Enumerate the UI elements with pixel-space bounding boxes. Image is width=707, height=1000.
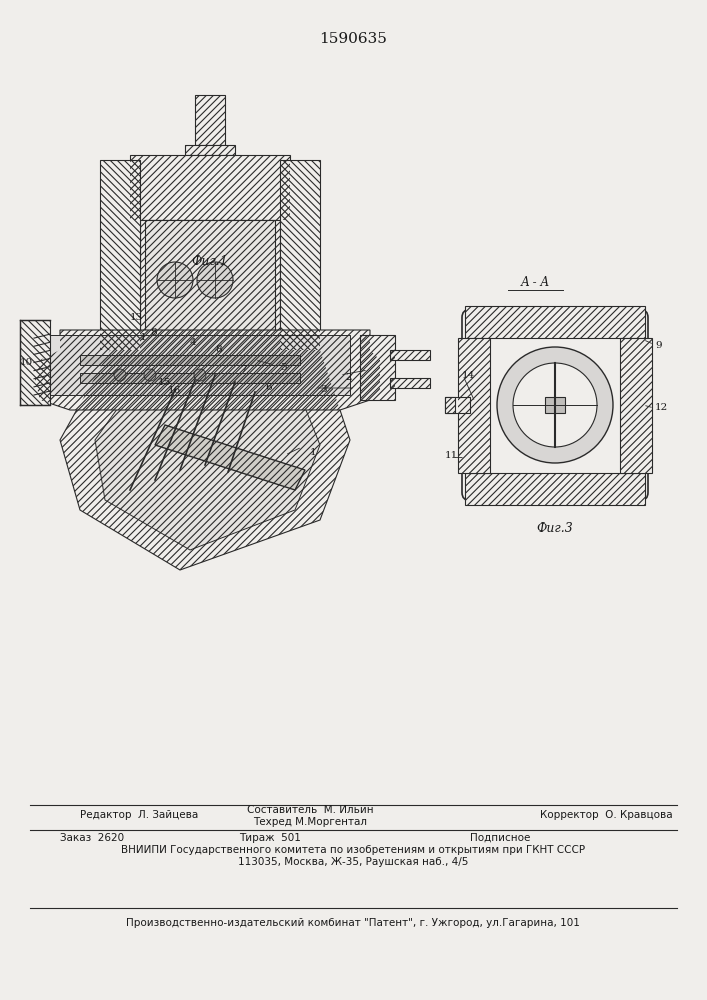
- Text: 14: 14: [462, 370, 475, 379]
- Polygon shape: [155, 425, 305, 490]
- Text: 113035, Москва, Ж-35, Раушская наб., 4/5: 113035, Москва, Ж-35, Раушская наб., 4/5: [238, 857, 468, 867]
- Text: 1590635: 1590635: [319, 32, 387, 46]
- Text: 5: 5: [280, 363, 286, 372]
- Bar: [145, 220, 275, 340]
- Circle shape: [513, 363, 597, 447]
- Text: Корректор  О. Кравцова: Корректор О. Кравцова: [540, 810, 672, 820]
- Polygon shape: [95, 370, 320, 550]
- Polygon shape: [195, 95, 225, 145]
- Circle shape: [114, 369, 126, 381]
- Text: 9: 9: [655, 340, 662, 350]
- Polygon shape: [390, 350, 430, 360]
- Polygon shape: [360, 335, 395, 400]
- Text: 8: 8: [215, 345, 221, 354]
- Bar: [50, 335, 350, 395]
- Bar: [445, 397, 470, 413]
- Circle shape: [194, 369, 206, 381]
- Polygon shape: [20, 320, 50, 405]
- Text: Техред М.Моргентал: Техред М.Моргентал: [253, 817, 367, 827]
- Polygon shape: [390, 378, 430, 388]
- Bar: [80, 373, 300, 383]
- Text: 6: 6: [265, 383, 271, 392]
- Text: 12: 12: [655, 403, 668, 412]
- Polygon shape: [458, 338, 490, 473]
- Circle shape: [197, 262, 233, 298]
- Text: 1: 1: [140, 333, 146, 342]
- Polygon shape: [140, 220, 280, 350]
- Circle shape: [157, 262, 193, 298]
- Text: 4: 4: [190, 338, 197, 347]
- Text: 8: 8: [150, 328, 157, 337]
- Text: ВНИИПИ Государственного комитета по изобретениям и открытиям при ГКНТ СССР: ВНИИПИ Государственного комитета по изоб…: [121, 845, 585, 855]
- Polygon shape: [60, 350, 350, 570]
- Polygon shape: [620, 338, 652, 473]
- Text: 11: 11: [445, 450, 458, 460]
- Text: Тираж  501: Тираж 501: [239, 833, 301, 843]
- Text: Составитель  М. Ильин: Составитель М. Ильин: [247, 805, 373, 815]
- Polygon shape: [280, 160, 320, 350]
- Text: Фиг.1: Фиг.1: [192, 255, 228, 268]
- FancyBboxPatch shape: [462, 310, 648, 500]
- Text: 13: 13: [130, 313, 144, 322]
- Polygon shape: [465, 473, 645, 504]
- Polygon shape: [465, 306, 645, 338]
- Text: 1: 1: [310, 448, 317, 457]
- Circle shape: [144, 369, 156, 381]
- Text: 3: 3: [320, 385, 327, 394]
- Bar: [545, 397, 565, 413]
- Polygon shape: [35, 330, 380, 410]
- Polygon shape: [185, 145, 235, 155]
- Text: 7: 7: [240, 365, 247, 374]
- Text: 15: 15: [158, 378, 171, 387]
- Text: Подписное: Подписное: [470, 833, 530, 843]
- Text: Производственно-издательский комбинат "Патент", г. Ужгород, ул.Гагарина, 101: Производственно-издательский комбинат "П…: [126, 918, 580, 928]
- Text: Заказ  2620: Заказ 2620: [60, 833, 124, 843]
- Polygon shape: [100, 160, 140, 350]
- Text: Редактор  Л. Зайцева: Редактор Л. Зайцева: [80, 810, 198, 820]
- Text: 16: 16: [168, 386, 181, 395]
- Text: А - А: А - А: [520, 276, 549, 290]
- Text: 2: 2: [345, 373, 351, 382]
- Polygon shape: [445, 397, 455, 413]
- Text: 10: 10: [20, 358, 33, 367]
- Text: Фиг.3: Фиг.3: [537, 522, 573, 536]
- Circle shape: [497, 347, 613, 463]
- Bar: [80, 355, 300, 365]
- Polygon shape: [130, 155, 290, 220]
